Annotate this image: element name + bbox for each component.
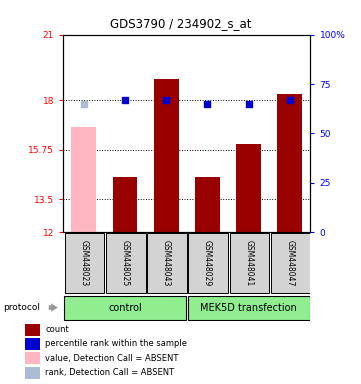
Bar xyxy=(25,353,40,364)
FancyBboxPatch shape xyxy=(188,296,310,319)
Bar xyxy=(71,127,96,232)
Text: GSM448047: GSM448047 xyxy=(285,240,294,286)
FancyBboxPatch shape xyxy=(271,233,310,293)
FancyBboxPatch shape xyxy=(230,233,269,293)
Bar xyxy=(113,177,137,232)
Bar xyxy=(25,338,40,350)
Point xyxy=(122,97,128,103)
Point xyxy=(205,101,210,107)
FancyBboxPatch shape xyxy=(188,233,228,293)
Text: GSM448029: GSM448029 xyxy=(203,240,212,286)
Text: GSM448025: GSM448025 xyxy=(121,240,130,286)
FancyBboxPatch shape xyxy=(106,233,145,293)
Bar xyxy=(278,94,302,232)
Text: rank, Detection Call = ABSENT: rank, Detection Call = ABSENT xyxy=(45,368,174,377)
Point xyxy=(287,97,293,103)
Text: GDS3790 / 234902_s_at: GDS3790 / 234902_s_at xyxy=(110,17,251,30)
Text: MEK5D transfection: MEK5D transfection xyxy=(200,303,297,313)
Point xyxy=(163,97,169,103)
FancyBboxPatch shape xyxy=(64,296,186,319)
Text: GSM448023: GSM448023 xyxy=(79,240,88,286)
Bar xyxy=(25,324,40,336)
Point xyxy=(81,101,87,107)
Bar xyxy=(236,144,261,232)
Text: count: count xyxy=(45,325,69,334)
Text: GSM448043: GSM448043 xyxy=(162,240,171,286)
Text: protocol: protocol xyxy=(4,303,40,312)
Text: GSM448041: GSM448041 xyxy=(244,240,253,286)
Text: value, Detection Call = ABSENT: value, Detection Call = ABSENT xyxy=(45,354,178,363)
FancyBboxPatch shape xyxy=(65,233,104,293)
Point xyxy=(246,101,252,107)
Text: percentile rank within the sample: percentile rank within the sample xyxy=(45,339,187,349)
Bar xyxy=(154,78,179,232)
Text: control: control xyxy=(108,303,142,313)
Bar xyxy=(195,177,220,232)
FancyBboxPatch shape xyxy=(147,233,187,293)
Bar xyxy=(25,367,40,379)
